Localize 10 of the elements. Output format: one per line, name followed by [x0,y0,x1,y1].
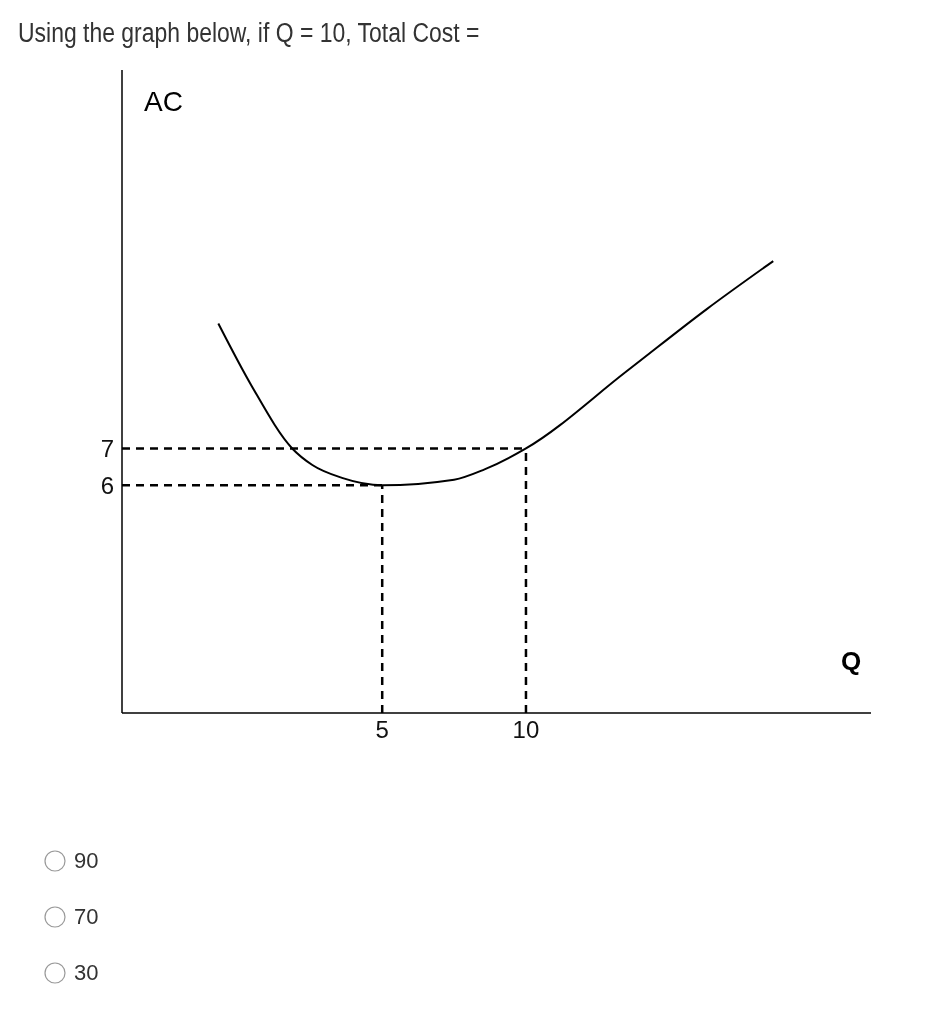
x-tick-label: 5 [375,716,389,744]
y-tick-label: 7 [100,434,114,462]
y-tick-label: 6 [100,471,114,499]
text: 70 [74,904,99,930]
text: 90 [74,848,99,874]
text: 30 [74,960,99,986]
x-tick-label: 10 [512,716,540,744]
x-axis-title: Q [841,646,862,677]
chart-title: Using the graph below, if Q = 10, Total Cost = [18,18,480,49]
y-axis-title: AC [144,86,183,118]
